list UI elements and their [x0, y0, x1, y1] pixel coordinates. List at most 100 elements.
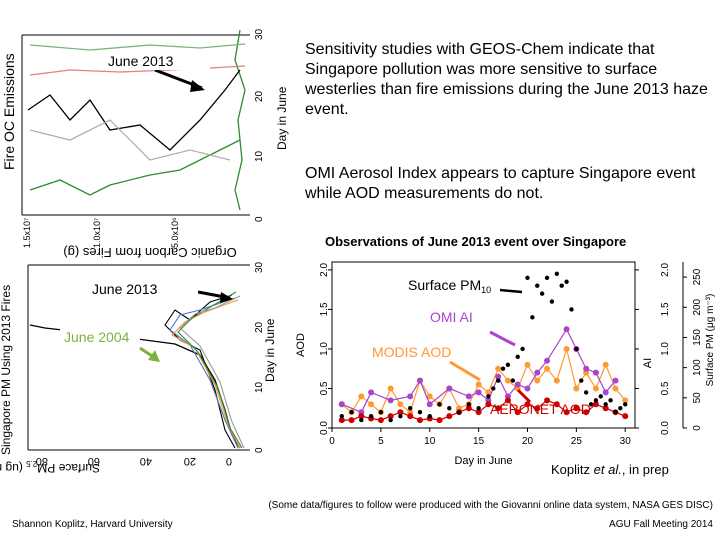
aeronet-aod-point [465, 405, 472, 412]
x-tick-label: 20 [522, 436, 534, 447]
surface-pm10-point [495, 378, 501, 383]
ai-tick-label: 0.0 [660, 421, 671, 435]
arrow-modis-aod [449, 360, 481, 382]
aeronet-aod-point [338, 417, 345, 424]
pm-ytick: 0 [226, 455, 232, 467]
omi-ai-line [341, 327, 616, 413]
pm-series-green [177, 291, 243, 449]
aeronet-aod-point [416, 417, 423, 424]
aeronet-aod-point [602, 405, 609, 412]
omi-ai-point [446, 385, 453, 392]
fire-oc-xlabel: Day in June [275, 86, 289, 150]
modis-aod-point [495, 365, 502, 372]
fire-oc-series-black [27, 69, 241, 151]
modis-aod-point [387, 385, 394, 392]
surface-pm10-point [378, 409, 384, 415]
aeronet-aod-point [377, 417, 384, 424]
pm-tick-label: 50 [692, 392, 703, 404]
aeronet-aod-point [592, 401, 599, 408]
ai-tick-label: 1.5 [660, 302, 671, 316]
omi-ai-point [563, 326, 570, 333]
surface-pm10-point [579, 378, 584, 383]
citation-etal: et al. [593, 462, 622, 477]
surface-pm10-point [613, 409, 618, 415]
surface-pm10-point [539, 291, 545, 296]
aeronet-aod-point [544, 397, 551, 404]
fire-oc-ylabel: Fire OC Emissions [1, 53, 17, 170]
modis-aod-point [563, 345, 570, 352]
x-tick-label: 0 [329, 436, 335, 447]
aeronet-aod-point [495, 405, 502, 412]
surface-pm10-point [564, 279, 569, 284]
fire-oc-annotation: June 2013 [108, 53, 174, 69]
omi-ai-point [416, 377, 423, 384]
surface-pm10-point [549, 299, 555, 304]
omi-ai-point [602, 389, 609, 396]
omi-ai-point [407, 393, 414, 400]
surface-pm10-point [359, 417, 364, 423]
flipped-title: Organic Carbon from Fires (g) [63, 245, 236, 260]
footer-meeting: AGU Fall Meeting 2014 [609, 519, 713, 530]
fire-oc-series-green [29, 139, 241, 196]
aeronet-aod-point [622, 413, 629, 420]
aeronet-aod-point [563, 409, 570, 416]
aeronet-aod-point [397, 409, 404, 416]
aeronet-aod-point [358, 413, 365, 420]
pm-series-orange [171, 299, 241, 449]
modis-aod-point [504, 377, 511, 384]
y-tick-label: 0.5 [319, 381, 330, 395]
pm-xlabel: Day in June [263, 318, 277, 382]
ai-tick-label: 1.0 [660, 342, 671, 356]
surface-pm10-point [583, 390, 589, 395]
omi-ai-point [338, 401, 345, 408]
aeronet-aod-point [446, 413, 453, 420]
omi-ai-point [495, 373, 502, 380]
arrow-aeronet-aod [516, 388, 532, 404]
surface-pm10-point [559, 283, 564, 288]
pm-annotation-2004: June 2004 [64, 329, 130, 345]
omi-ai-point [592, 369, 599, 376]
surface-pm10-point [398, 413, 403, 419]
modis-aod-point [544, 365, 551, 372]
pm-tick-label: 250 [692, 268, 703, 285]
surface-pm10-point [525, 275, 530, 281]
aeronet-aod-point [387, 413, 394, 420]
modis-aod-point [485, 389, 492, 396]
singapore-pm-figure: Organic Carbon from Fires (g) 0 10 20 30… [0, 245, 277, 475]
pm-ytick: 80 [36, 455, 48, 467]
label-surface-pm: Surface PM10 [408, 277, 491, 295]
x-tick-label: 5 [378, 436, 384, 447]
surface-pm10-point [608, 398, 613, 403]
modis-aod-point [397, 401, 404, 408]
finding-paragraph-1: Sensitivity studies with GEOS-Chem indic… [305, 41, 708, 118]
ai-tick-label: 2.0 [660, 263, 671, 277]
surface-pm10-point [486, 394, 491, 399]
omi-ai-point [426, 401, 433, 408]
citation-tail: , in prep [621, 462, 669, 477]
fire-oc-xtick: 30 [254, 28, 265, 40]
omi-ai-point [583, 365, 590, 372]
modis-aod-point [612, 385, 619, 392]
aeronet-aod-point [475, 409, 482, 416]
aeronet-aod-point [504, 397, 511, 404]
surface-pm10-point [574, 346, 579, 352]
pm-series-blue [169, 297, 239, 449]
pm-xtick: 30 [254, 261, 265, 273]
surface-pm10-point [598, 394, 603, 399]
arrow-omi-ai [489, 330, 516, 347]
omi-ai-point [534, 369, 541, 376]
pm-tick-label: 150 [692, 329, 703, 346]
surface-pm10-point [593, 398, 599, 403]
surface-pm10-point [588, 402, 594, 407]
modis-aod-point [573, 385, 580, 392]
aeronet-aod-point [553, 401, 560, 408]
surface-pm10-point [476, 406, 481, 411]
omi-ai-point [544, 357, 551, 364]
pm-axis-label: Surface PM (μg m⁻³) [705, 294, 716, 387]
y-tick-label: 2.0 [319, 263, 330, 277]
fire-oc-ytick: 5.0x10⁶ [170, 217, 180, 248]
modis-aod-point [553, 377, 560, 384]
surface-pm10-point [510, 378, 516, 383]
label-omi-ai: OMI AI [430, 309, 473, 325]
modis-aod-point [592, 385, 599, 392]
